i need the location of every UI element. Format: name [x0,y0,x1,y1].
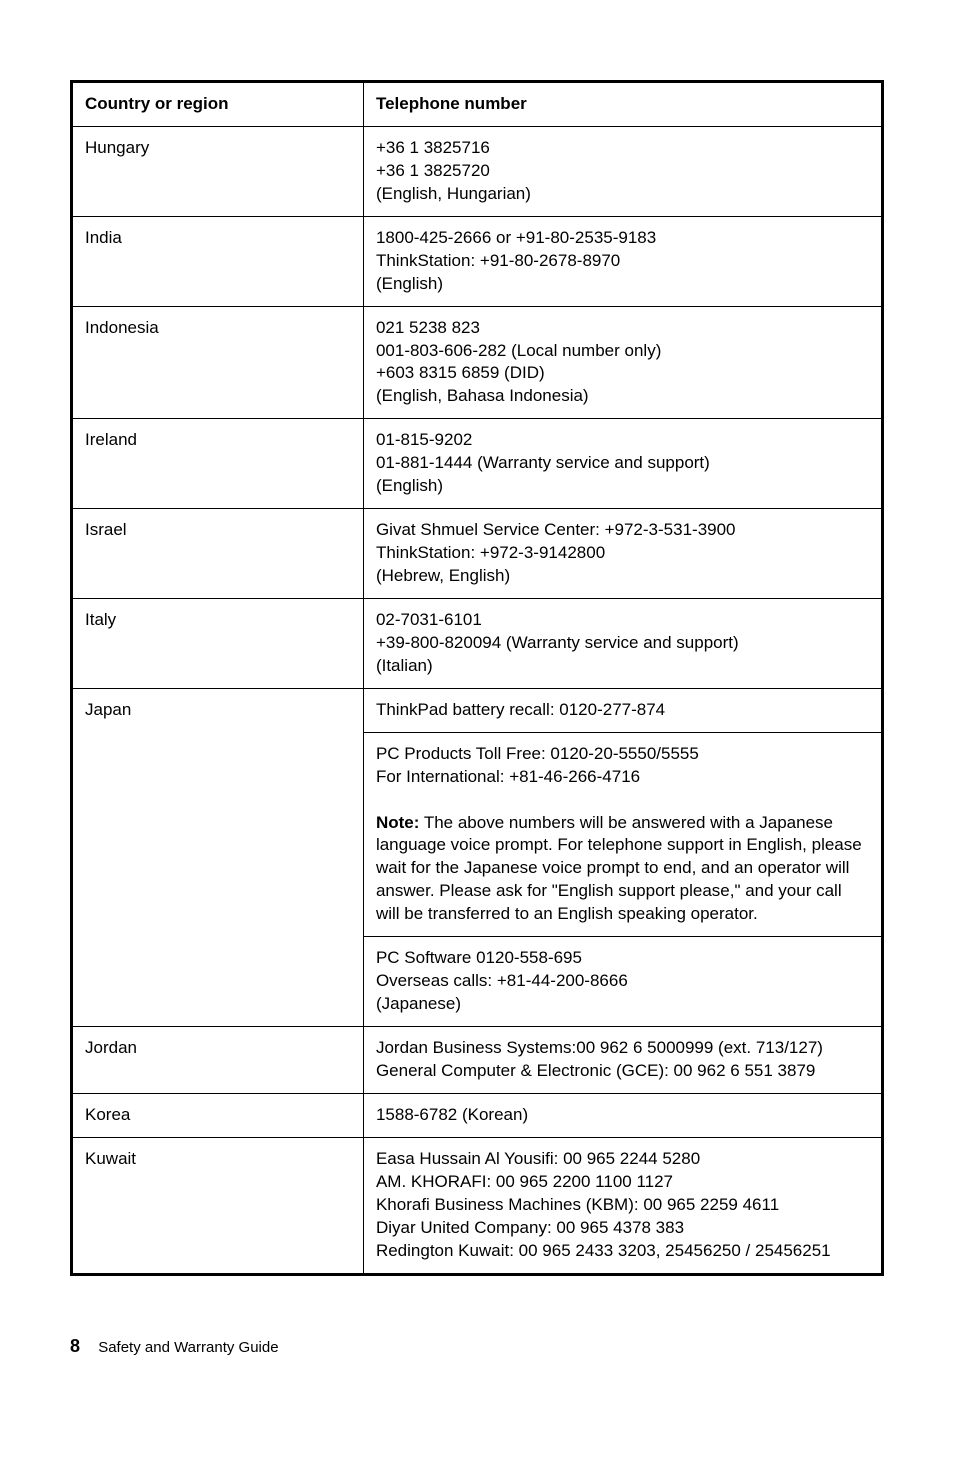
phone-cell: Givat Shmuel Service Center: +972-3-531-… [363,509,882,599]
table-row: IsraelGivat Shmuel Service Center: +972-… [72,509,883,599]
phone-cell: 01-815-920201-881-1444 (Warranty service… [363,419,882,509]
country-cell: Jordan [72,1027,364,1094]
country-cell: India [72,216,364,306]
phone-cell: Jordan Business Systems:00 962 6 5000999… [363,1027,882,1094]
table-row: Ireland01-815-920201-881-1444 (Warranty … [72,419,883,509]
page-footer: 8 Safety and Warranty Guide [70,1336,884,1357]
table-row: Italy02-7031-6101+39-800-820094 (Warrant… [72,598,883,688]
phone-cell: PC Software 0120-558-695Overseas calls: … [363,937,882,1027]
table-row: Indonesia021 5238 823001-803-606-282 (Lo… [72,306,883,419]
phone-cell: ThinkPad battery recall: 0120-277-874 [363,688,882,732]
table-row: JapanThinkPad battery recall: 0120-277-8… [72,688,883,732]
phone-cell: PC Products Toll Free: 0120-20-5550/5555… [363,732,882,937]
phone-list-table: Country or region Telephone number Hunga… [70,80,884,1276]
phone-cell: 02-7031-6101+39-800-820094 (Warranty ser… [363,598,882,688]
page-number: 8 [70,1336,80,1356]
phone-cell: 1800-425-2666 or +91-80-2535-9183ThinkSt… [363,216,882,306]
doc-title: Safety and Warranty Guide [98,1339,278,1356]
country-cell: Korea [72,1093,364,1137]
table-row: India1800-425-2666 or +91-80-2535-9183Th… [72,216,883,306]
table-row: JordanJordan Business Systems:00 962 6 5… [72,1027,883,1094]
document-page: Country or region Telephone number Hunga… [0,0,954,1397]
country-cell: Italy [72,598,364,688]
header-country: Country or region [72,82,364,127]
phone-cell: 021 5238 823001-803-606-282 (Local numbe… [363,306,882,419]
table-row: KuwaitEasa Hussain Al Yousifi: 00 965 22… [72,1137,883,1274]
country-cell: Israel [72,509,364,599]
phone-cell: +36 1 3825716+36 1 3825720(English, Hung… [363,126,882,216]
country-cell: Kuwait [72,1137,364,1274]
table-row: Hungary+36 1 3825716+36 1 3825720(Englis… [72,126,883,216]
country-cell: Japan [72,688,364,1026]
phone-cell: Easa Hussain Al Yousifi: 00 965 2244 528… [363,1137,882,1274]
phone-cell: 1588-6782 (Korean) [363,1093,882,1137]
header-phone: Telephone number [363,82,882,127]
country-cell: Hungary [72,126,364,216]
country-cell: Ireland [72,419,364,509]
table-row: Korea1588-6782 (Korean) [72,1093,883,1137]
country-cell: Indonesia [72,306,364,419]
